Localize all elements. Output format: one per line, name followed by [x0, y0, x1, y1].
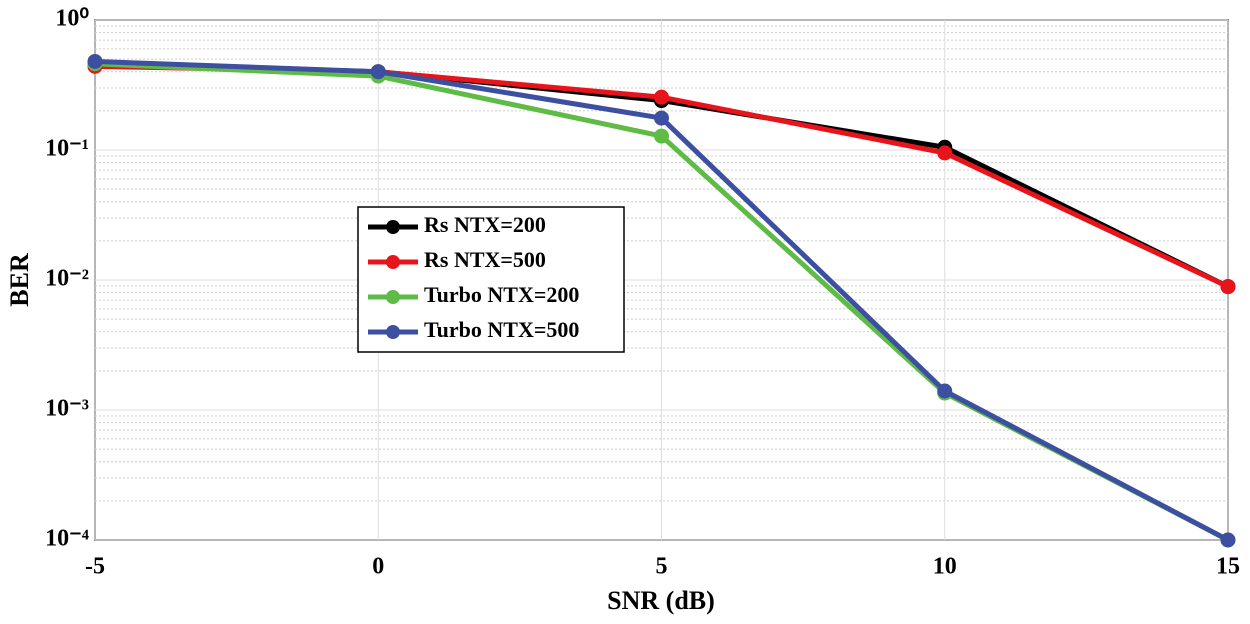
marker — [1220, 279, 1236, 295]
y-tick-label: 10⁰ — [55, 6, 89, 32]
marker — [654, 128, 669, 144]
marker — [654, 110, 669, 126]
y-tick-label: 10⁻¹ — [45, 136, 89, 162]
y-axis-label: BER — [5, 253, 34, 307]
legend-marker — [386, 255, 400, 269]
legend-label: Rs NTX=200 — [424, 212, 546, 237]
legend-label: Turbo NTX=500 — [424, 317, 579, 342]
marker — [654, 89, 669, 105]
marker — [1220, 532, 1236, 548]
legend-marker — [386, 325, 400, 339]
legend-marker — [386, 290, 400, 304]
x-tick-label: 15 — [1216, 554, 1240, 580]
legend-box — [357, 206, 625, 353]
legend-label: Turbo NTX=200 — [424, 282, 579, 307]
x-axis-label: SNR (dB) — [607, 586, 715, 615]
marker — [937, 383, 953, 399]
y-tick-label: 10⁻³ — [45, 396, 89, 422]
x-tick-label: -5 — [85, 554, 105, 580]
marker — [370, 64, 386, 80]
y-tick-label: 10⁻² — [45, 266, 89, 292]
x-tick-label: 5 — [656, 554, 668, 580]
legend-label: Rs NTX=500 — [424, 247, 546, 272]
x-tick-label: 10 — [933, 554, 957, 580]
x-tick-label: 0 — [372, 554, 384, 580]
marker — [87, 53, 103, 69]
y-tick-label: 10⁻⁴ — [45, 526, 89, 552]
marker — [937, 145, 953, 161]
legend-marker — [386, 220, 400, 234]
